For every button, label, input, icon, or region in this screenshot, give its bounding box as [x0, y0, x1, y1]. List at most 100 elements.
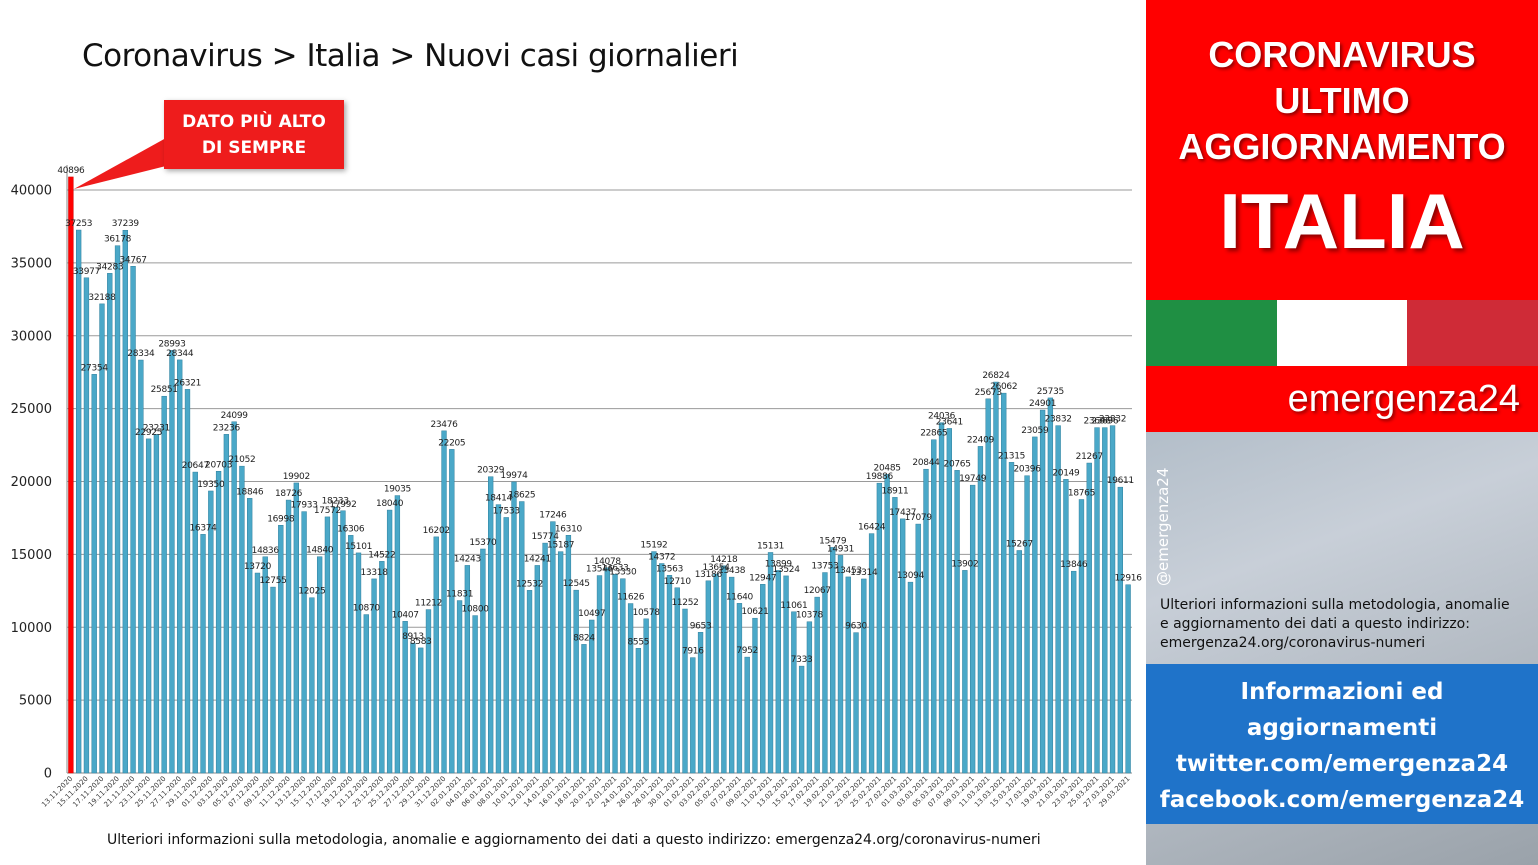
bar: [557, 551, 564, 774]
data-label: 13546: [586, 565, 614, 575]
panel-note-line-3[interactable]: emergenza24.org/coronavirus-numeri: [1160, 635, 1426, 651]
bar: [1086, 462, 1092, 774]
bar: [946, 428, 952, 774]
bars: [68, 176, 1131, 774]
bar: [386, 509, 393, 774]
brand-name: emergenza24: [1146, 366, 1538, 432]
bar: [767, 552, 774, 774]
flag-green-stripe: [1146, 300, 1277, 366]
data-label: 13453: [835, 566, 862, 576]
bar: [1016, 550, 1022, 774]
data-label: 18726: [275, 489, 303, 499]
bar: [1071, 570, 1077, 774]
data-label: 33977: [73, 267, 100, 277]
data-label: 18233: [322, 496, 349, 506]
data-label: 23476: [430, 420, 458, 430]
bar: [620, 578, 626, 774]
data-label: 23059: [1021, 426, 1049, 436]
data-label: 20329: [477, 466, 505, 476]
data-label: 11252: [671, 598, 698, 608]
data-label: 14372: [648, 553, 675, 563]
data-label: 18414: [485, 494, 513, 504]
data-label: 7952: [736, 646, 758, 656]
data-label: 20396: [1013, 465, 1041, 475]
data-label: 19611: [1107, 476, 1134, 486]
data-label: 20485: [874, 463, 901, 473]
data-label: 12532: [516, 579, 543, 589]
bar: [596, 575, 603, 774]
data-label: 9630: [845, 622, 867, 632]
data-label: 21052: [228, 455, 255, 465]
bar: [464, 565, 471, 774]
data-label: 21267: [1076, 452, 1103, 462]
y-tick-label: 0: [44, 767, 52, 782]
data-label: 12947: [749, 573, 776, 583]
data-label: 22865: [920, 429, 947, 439]
bar: [550, 521, 556, 774]
bar: [324, 516, 331, 774]
data-label: 24036: [928, 412, 956, 422]
panel-note: Ulteriori informazioni sulla metodologia…: [1160, 596, 1532, 653]
data-label: 16998: [267, 514, 295, 524]
bar: [309, 597, 315, 774]
data-label: 13633: [601, 563, 628, 573]
bar: [262, 556, 268, 774]
bar: [130, 266, 136, 774]
data-label: 28344: [166, 349, 194, 359]
data-label: 12916: [1115, 574, 1143, 584]
bar: [379, 561, 385, 774]
bar: [954, 470, 960, 774]
bar: [845, 576, 851, 774]
bar: [441, 430, 447, 774]
bar: [503, 517, 509, 774]
callout-arrow: [73, 138, 166, 189]
data-label: 23832: [1045, 415, 1072, 425]
data-label: 15370: [469, 538, 497, 548]
highest-value-callout: DATO PIÙ ALTO DI SEMPRE: [164, 100, 344, 169]
data-label: 19035: [384, 485, 411, 495]
data-label: 16202: [423, 526, 450, 536]
data-label: 13753: [811, 562, 838, 572]
bar: [192, 471, 198, 774]
y-tick-label: 5000: [19, 694, 52, 709]
bar: [915, 523, 921, 774]
bar: [744, 656, 750, 774]
bar: [278, 525, 284, 774]
bar: [340, 510, 346, 774]
bar: [254, 572, 261, 774]
bar: [107, 273, 113, 774]
data-label: 20703: [205, 460, 232, 470]
bar: [363, 614, 369, 774]
twitter-link[interactable]: twitter.com/emergenza24: [1175, 751, 1509, 777]
y-tick-label: 40000: [11, 184, 52, 199]
data-label: 14931: [827, 544, 854, 554]
bar: [208, 490, 214, 774]
data-label: 17246: [539, 511, 567, 521]
bar: [760, 584, 766, 774]
bar: [783, 575, 789, 774]
data-label: 15192: [640, 541, 667, 551]
data-label: 23696: [1083, 417, 1111, 427]
bar: [985, 398, 991, 774]
data-label: 8913: [402, 632, 424, 642]
bar: [99, 303, 105, 774]
data-label: 8555: [628, 637, 650, 647]
italian-flag: [1146, 300, 1538, 366]
footer-note: Ulteriori informazioni sulla metodologia…: [107, 832, 1041, 848]
data-label: 11640: [726, 592, 754, 602]
callout-line-1: DATO PIÙ ALTO: [182, 111, 326, 132]
bar: [394, 495, 401, 774]
bar: [1055, 425, 1061, 774]
bar: [721, 565, 727, 774]
data-label: 37239: [112, 219, 140, 229]
data-label: 11212: [415, 599, 442, 609]
bar: [1125, 584, 1131, 774]
bar: [348, 535, 354, 774]
info-line-2: aggiornamenti: [1246, 715, 1438, 741]
facebook-link[interactable]: facebook.com/emergenza24: [1159, 787, 1525, 813]
bar: [713, 573, 719, 774]
data-label: 12025: [298, 587, 325, 597]
data-label: 15267: [1006, 539, 1033, 549]
bar: [456, 600, 463, 774]
data-label: 26824: [982, 371, 1010, 381]
